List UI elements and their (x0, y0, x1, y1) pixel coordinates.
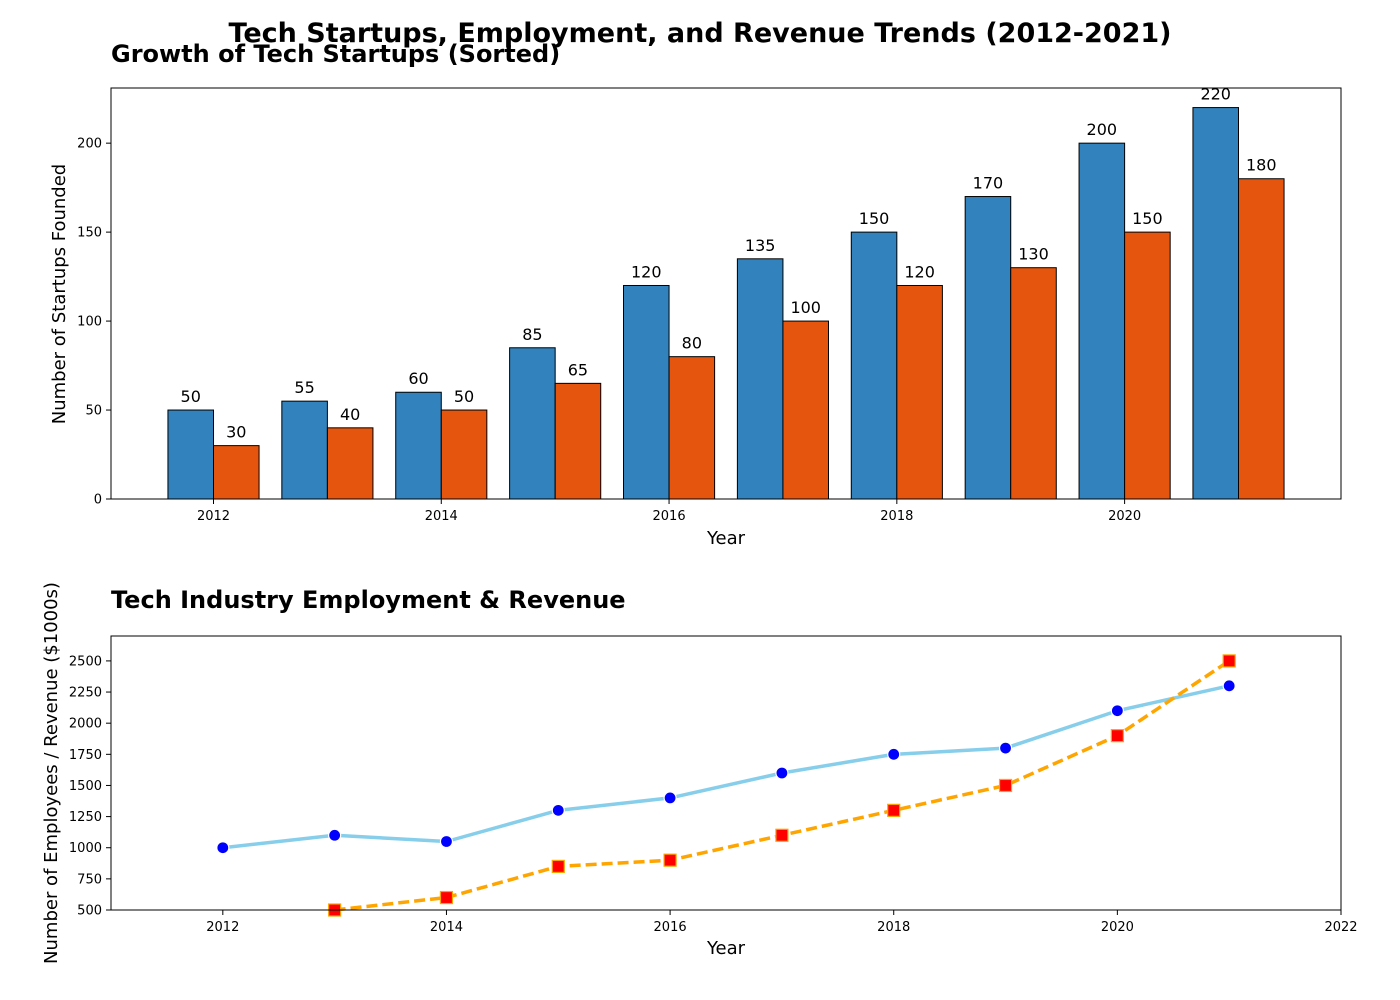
bar-value-label: 200 (1087, 120, 1118, 139)
bar-value-label: 80 (682, 334, 702, 353)
bar-value-label: 85 (522, 325, 542, 344)
bar (896, 284, 943, 500)
x-tick-label: 2020 (1101, 920, 1134, 935)
y-tick-label: 150 (77, 226, 102, 241)
y-tick-label: 500 (77, 904, 102, 919)
x-tick-label: 2014 (430, 920, 463, 935)
x-tick-label: 2012 (206, 920, 239, 935)
bar (213, 445, 260, 500)
x-tick-label: 2014 (425, 509, 458, 524)
data-point (439, 834, 454, 849)
bar (668, 356, 716, 500)
x-tick-label: 2016 (654, 920, 687, 935)
x-tick-label: 2018 (877, 920, 910, 935)
bar-value-label: 100 (790, 298, 821, 317)
data-point (775, 766, 789, 780)
y-tick-label: 2500 (69, 654, 102, 669)
x-tick-label: 2022 (1324, 920, 1357, 935)
series-line (334, 659, 1231, 912)
bar-value-label: 60 (408, 369, 428, 388)
bar (440, 409, 488, 500)
bar-chart: Growth of Tech Startups (Sorted) Year Nu… (49, 40, 1342, 549)
bar (1124, 231, 1171, 500)
bar (623, 284, 670, 500)
line-chart: Tech Industry Employment & Revenue Year … (41, 582, 1358, 964)
data-point (1110, 729, 1124, 743)
data-point (998, 741, 1013, 755)
bar (1078, 142, 1126, 500)
data-point (887, 747, 901, 761)
bar-value-label: 40 (340, 405, 360, 424)
data-point (663, 791, 677, 805)
bar-chart-title: Growth of Tech Startups (Sorted) (111, 40, 560, 68)
data-point (998, 778, 1013, 793)
bar (1010, 267, 1057, 500)
series-line (222, 684, 1230, 850)
bar (167, 409, 214, 500)
bar-value-label: 65 (568, 360, 588, 379)
data-point (439, 890, 454, 905)
y-tick-label: 1000 (69, 841, 102, 856)
bar-value-label: 220 (1200, 85, 1231, 104)
bar (964, 196, 1012, 500)
y-tick-label: 2000 (69, 717, 102, 732)
x-tick-label: 2018 (880, 509, 913, 524)
bar-chart-xlabel: Year (706, 528, 746, 549)
bar (782, 320, 830, 500)
bar-value-label: 180 (1246, 156, 1277, 175)
bar-value-label: 120 (904, 262, 935, 281)
x-tick-label: 2012 (197, 509, 230, 524)
data-point (663, 853, 677, 867)
data-point (1222, 654, 1236, 668)
data-point (216, 841, 230, 855)
bar-value-label: 30 (226, 423, 246, 442)
data-point (1222, 679, 1236, 693)
bar-value-label: 135 (745, 236, 776, 255)
data-point (887, 803, 901, 817)
y-tick-label: 1750 (69, 748, 102, 763)
bar-value-label: 50 (454, 387, 474, 406)
data-point (1110, 704, 1124, 718)
data-point (551, 803, 565, 817)
bar-value-label: 170 (973, 174, 1004, 193)
y-tick-label: 100 (77, 315, 102, 330)
bar (395, 391, 442, 500)
y-tick-label: 200 (77, 137, 102, 152)
x-tick-label: 2016 (653, 509, 686, 524)
bar-value-label: 50 (181, 387, 201, 406)
bar (281, 400, 328, 500)
y-tick-label: 750 (77, 872, 102, 887)
bar-chart-ylabel: Number of Startups Founded (49, 164, 70, 424)
bar (509, 347, 556, 500)
bar-value-label: 150 (859, 209, 890, 228)
line-chart-ylabel: Number of Employees / Revenue ($1000s) (41, 582, 62, 964)
bar (1238, 178, 1285, 500)
data-point (775, 828, 789, 842)
bar (554, 382, 602, 500)
bar (736, 258, 784, 500)
bar-chart-frame (110, 87, 1342, 500)
line-chart-xlabel: Year (706, 938, 746, 959)
bar (326, 427, 374, 500)
line-chart-title: Tech Industry Employment & Revenue (111, 586, 626, 614)
bar-value-label: 120 (631, 262, 662, 281)
y-tick-label: 50 (85, 404, 102, 419)
bar-value-label: 130 (1018, 245, 1049, 264)
bar-value-label: 150 (1132, 209, 1163, 228)
bar-value-label: 55 (294, 378, 314, 397)
data-point (328, 828, 342, 842)
y-tick-label: 1250 (69, 810, 102, 825)
y-tick-label: 0 (94, 493, 102, 508)
x-tick-label: 2020 (1108, 509, 1141, 524)
data-point (551, 859, 565, 874)
bar (1192, 107, 1240, 500)
line-chart-frame (110, 635, 1342, 911)
figure-suptitle: Tech Startups, Employment, and Revenue T… (229, 18, 1172, 49)
bar (850, 231, 898, 500)
y-tick-label: 2250 (69, 686, 102, 701)
y-tick-label: 1500 (69, 779, 102, 794)
